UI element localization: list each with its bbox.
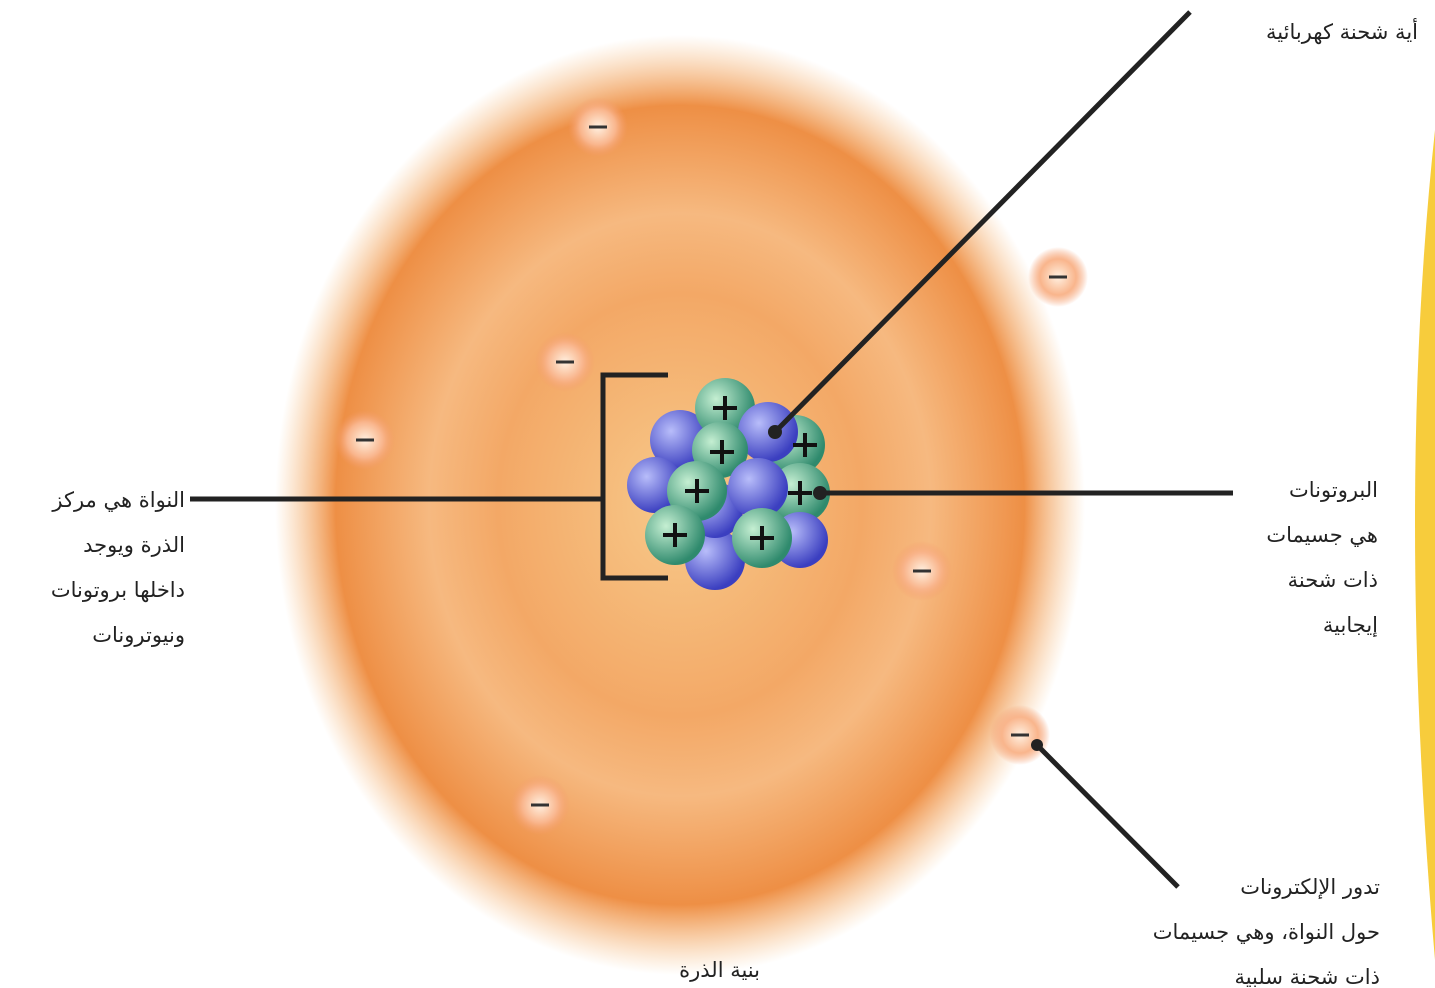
label-line: النواة هي مركز bbox=[52, 488, 185, 512]
label-line: أية شحنة كهربائية bbox=[1266, 20, 1418, 44]
yellow-edge bbox=[1415, 130, 1435, 960]
label-line: إيجابية bbox=[1322, 613, 1378, 637]
label-line: ذات شحنة bbox=[1287, 568, 1378, 592]
label-line: تدور الإلكترونات bbox=[1240, 875, 1380, 899]
leader-dots bbox=[768, 425, 1043, 751]
protons-label: البروتونات هي جسيمات ذات شحنة إيجابية bbox=[1266, 468, 1378, 648]
nucleus-label: النواة هي مركز الذرة ويوجد داخلها بروتون… bbox=[51, 478, 185, 658]
neutrons-label: أية شحنة كهربائية bbox=[1266, 10, 1418, 55]
electrons-leader bbox=[1035, 743, 1180, 889]
label-line: هي جسيمات bbox=[1266, 523, 1378, 547]
plus-signs bbox=[663, 396, 817, 550]
electron bbox=[892, 541, 952, 601]
electron bbox=[535, 332, 595, 392]
nucleus bbox=[627, 378, 830, 590]
bracket bbox=[600, 372, 668, 581]
neutrons-leader bbox=[773, 10, 1192, 434]
electron bbox=[1028, 247, 1088, 307]
neutron bbox=[728, 458, 788, 518]
electron bbox=[510, 775, 570, 835]
electron bbox=[568, 97, 628, 157]
caption: بنية الذرة bbox=[679, 958, 760, 982]
label-line: الذرة ويوجد bbox=[83, 533, 185, 557]
electron bbox=[335, 410, 395, 470]
label-line: البروتونات bbox=[1288, 478, 1378, 502]
label-line: حول النواة، وهي جسيمات bbox=[1152, 920, 1380, 944]
electron bbox=[990, 705, 1050, 765]
leader-lines bbox=[190, 10, 1233, 889]
electrons-label: تدور الإلكترونات حول النواة، وهي جسيمات … bbox=[1153, 865, 1380, 988]
label-line: داخلها بروتونات bbox=[50, 578, 185, 602]
label-line: ونيوترونات bbox=[92, 623, 185, 647]
label-line: ذات شحنة سلبية bbox=[1234, 965, 1380, 988]
